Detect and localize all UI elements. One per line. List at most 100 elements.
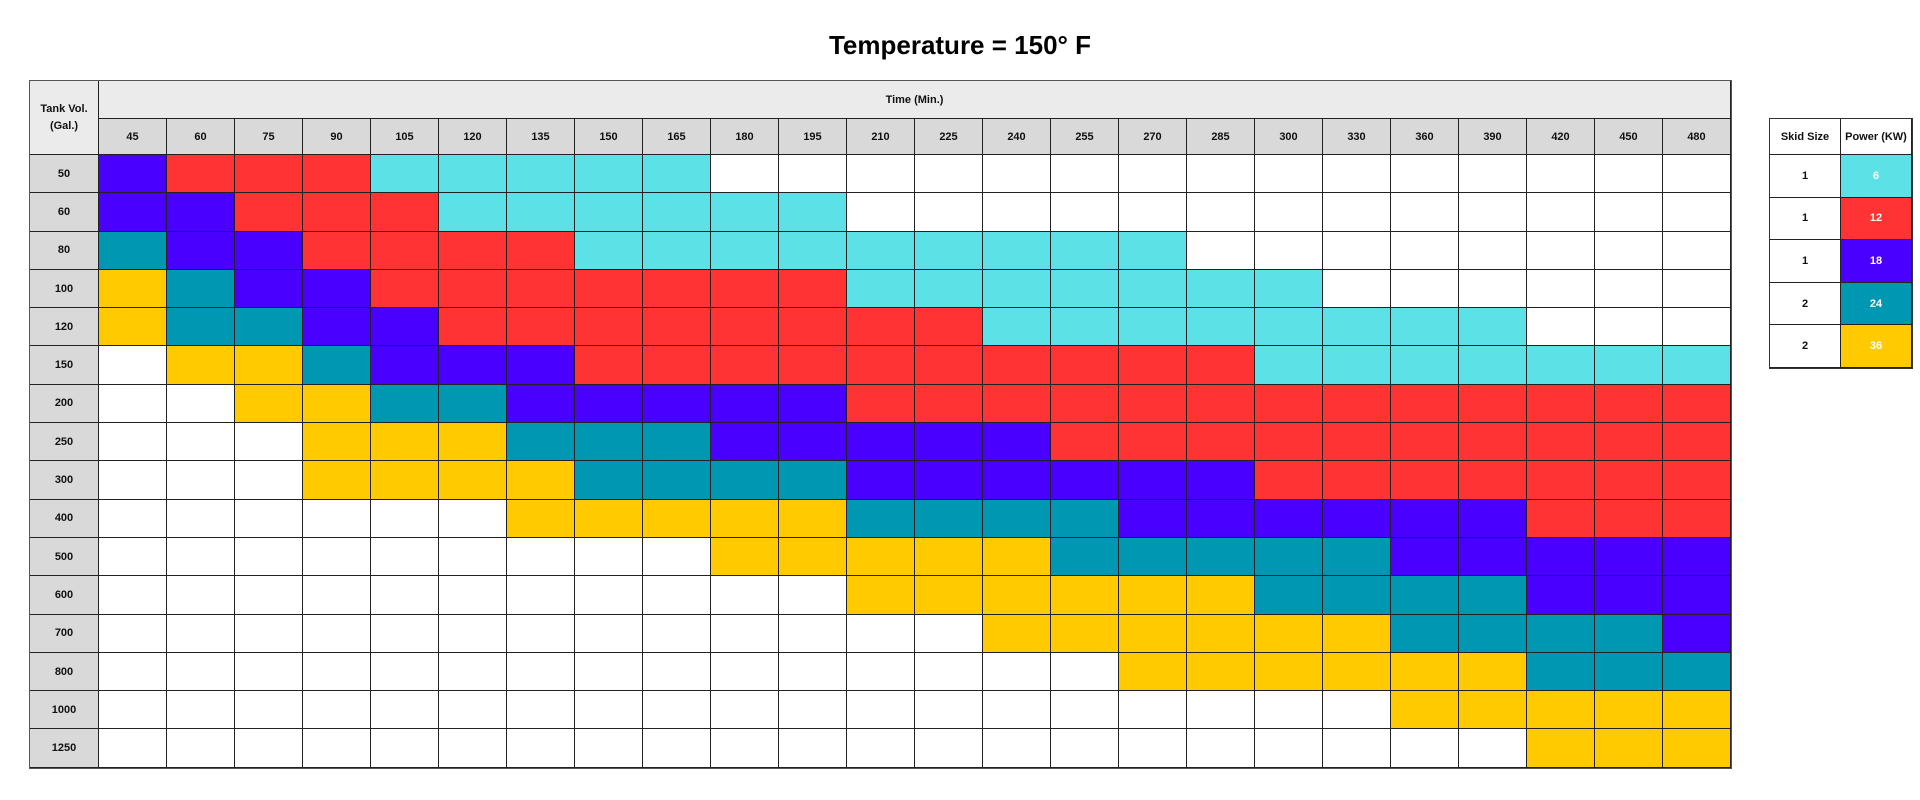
heat-cell-6kw [1255,346,1323,385]
heat-cell-36kw [711,499,779,538]
heat-cell-18kw [779,423,847,462]
tank-volume-label: 120 [30,308,99,347]
heat-cell-36kw [235,384,303,424]
heat-cell-12kw [507,308,575,347]
heat-cell-36kw [507,499,575,538]
heat-cell-empty [711,576,779,615]
heat-cell-empty [779,691,847,730]
heat-cell-empty [1187,193,1255,232]
heat-cell-24kw [167,308,235,347]
heat-cell-18kw [1663,537,1731,577]
heat-cell-12kw [1051,346,1119,385]
time-column-label: 135 [507,119,575,155]
heat-cell-36kw [1187,614,1255,653]
heat-cell-empty [303,537,371,577]
heat-cell-18kw [1323,499,1391,538]
heat-cell-36kw [303,461,371,500]
heat-cell-empty [167,729,235,768]
heat-cell-empty [915,614,983,653]
heat-cell-24kw [235,308,303,347]
heat-cell-18kw [711,423,779,462]
heat-cell-18kw [643,384,711,424]
heat-cell-empty [779,729,847,768]
heat-cell-24kw [643,423,711,462]
heat-cell-empty [779,614,847,653]
heat-cell-6kw [1255,308,1323,347]
time-column-label: 255 [1051,119,1119,155]
heat-cell-18kw [1595,537,1663,577]
heat-cell-empty [1527,308,1595,347]
tank-volume-label: 500 [30,537,99,577]
time-column-label: 45 [99,119,167,155]
heat-cell-empty [1527,269,1595,309]
tank-volume-label: 250 [30,423,99,462]
heat-cell-18kw [1459,499,1527,538]
heat-cell-empty [439,729,507,768]
heat-cell-empty [99,652,167,692]
heat-cell-empty [915,729,983,768]
heat-cell-empty [779,576,847,615]
heat-cell-6kw [779,231,847,270]
heat-cell-12kw [1459,423,1527,462]
heat-cell-empty [235,691,303,730]
heat-cell-6kw [1051,308,1119,347]
heat-cell-18kw [711,384,779,424]
heat-cell-12kw [303,193,371,232]
heat-cell-12kw [1323,423,1391,462]
heat-cell-12kw [1187,384,1255,424]
heat-cell-24kw [303,346,371,385]
heat-cell-24kw [99,231,167,270]
time-column-label: 60 [167,119,235,155]
heat-cell-12kw [643,346,711,385]
tank-volume-label: 1000 [30,691,99,730]
time-column-label: 90 [303,119,371,155]
heat-cell-empty [439,537,507,577]
heat-cell-12kw [779,346,847,385]
heat-cell-12kw [1119,423,1187,462]
heat-cell-empty [1391,155,1459,194]
heat-cell-empty [983,652,1051,692]
heat-cell-empty [1459,269,1527,309]
heat-cell-6kw [1051,231,1119,270]
heat-cell-empty [1187,155,1255,194]
heat-cell-36kw [847,537,915,577]
heat-cell-12kw [915,308,983,347]
heat-cell-12kw [371,193,439,232]
heat-cell-6kw [371,155,439,194]
heat-cell-empty [1323,729,1391,768]
heat-cell-36kw [983,614,1051,653]
heat-cell-36kw [99,308,167,347]
heat-cell-24kw [1255,576,1323,615]
heat-cell-empty [1051,193,1119,232]
heat-cell-empty [99,499,167,538]
heat-cell-12kw [235,155,303,194]
heat-cell-empty [439,691,507,730]
heat-cell-6kw [575,155,643,194]
heat-cell-6kw [847,231,915,270]
heat-cell-12kw [1527,499,1595,538]
heat-cell-6kw [643,231,711,270]
heat-cell-empty [1323,193,1391,232]
heat-cell-12kw [167,155,235,194]
heat-cell-empty [643,537,711,577]
heat-cell-36kw [371,461,439,500]
heat-cell-36kw [1119,576,1187,615]
heat-cell-24kw [1391,614,1459,653]
heat-cell-12kw [847,308,915,347]
heat-cell-6kw [983,269,1051,309]
heat-cell-24kw [847,499,915,538]
tank-volume-label: 80 [30,231,99,270]
heat-cell-12kw [439,231,507,270]
heat-cell-empty [1323,269,1391,309]
heat-cell-18kw [1595,576,1663,615]
heat-cell-6kw [1119,231,1187,270]
heat-cell-empty [1595,231,1663,270]
heat-cell-18kw [575,384,643,424]
legend-skid-size: 2 [1770,325,1841,368]
heat-cell-6kw [983,308,1051,347]
heat-cell-empty [507,614,575,653]
heat-cell-36kw [439,461,507,500]
heat-cell-12kw [575,308,643,347]
heat-cell-24kw [1527,614,1595,653]
heat-cell-empty [507,576,575,615]
